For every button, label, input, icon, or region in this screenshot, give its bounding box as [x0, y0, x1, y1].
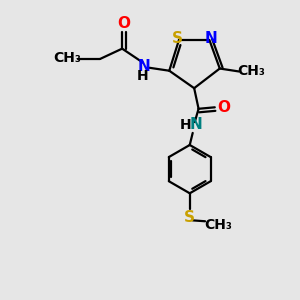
Text: H: H [179, 118, 191, 132]
Text: CH₃: CH₃ [204, 218, 232, 232]
Text: O: O [117, 16, 130, 31]
Text: N: N [137, 59, 150, 74]
Text: CH₃: CH₃ [53, 51, 81, 65]
Text: N: N [189, 117, 202, 132]
Text: O: O [217, 100, 230, 116]
Text: H: H [137, 69, 148, 83]
Text: CH₃: CH₃ [237, 64, 265, 79]
Text: S: S [184, 210, 195, 225]
Text: N: N [205, 31, 217, 46]
Text: S: S [172, 31, 183, 46]
